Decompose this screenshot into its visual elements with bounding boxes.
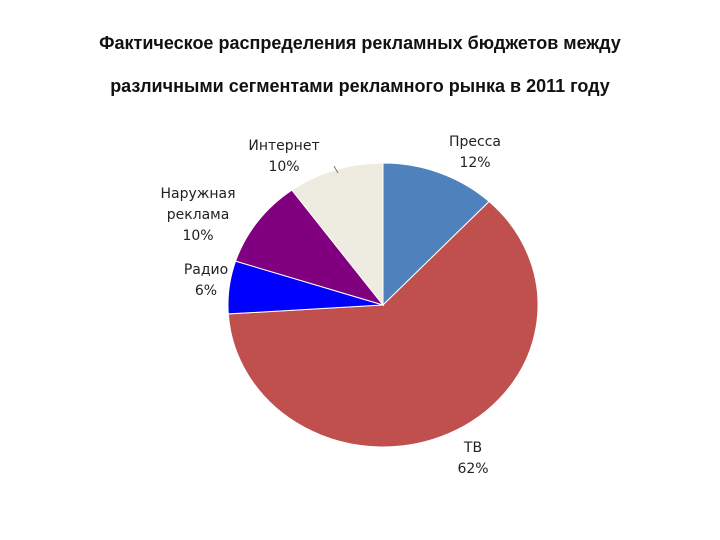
slice-label-name: реклама <box>167 207 230 223</box>
slice-label-value: 10% <box>182 228 213 244</box>
slice-label-2: Радио 6% <box>184 262 228 299</box>
leader-lines <box>333 165 339 174</box>
pie-slices <box>227 162 539 448</box>
pie-slice-1 <box>227 200 539 448</box>
pie-slice-4 <box>291 162 384 307</box>
pie-slice-0 <box>382 162 490 307</box>
slice-label-value: 10% <box>268 159 299 175</box>
slice-label-value: 62% <box>457 461 488 477</box>
slice-label-value: 12% <box>459 155 490 171</box>
slice-label-1: ТВ 62% <box>457 440 488 477</box>
slice-labels: Пресса 12%ТВ 62%Радио 6%Наружная реклама 10%И… <box>160 134 501 477</box>
slice-label-name: Интернет <box>248 138 319 154</box>
slice-label-name: Радио <box>184 262 228 278</box>
slice-label-3: Наружная реклама 10% <box>160 186 235 244</box>
slice-label-name: Наружная <box>160 186 235 202</box>
slice-label-name: Пресса <box>449 134 501 150</box>
slice-label-name: ТВ <box>463 440 482 456</box>
chart-title-line-2: различными сегментами рекламного рынка в… <box>110 76 610 96</box>
slice-label-0: Пресса 12% <box>449 134 501 171</box>
slice-label-value: 6% <box>195 283 217 299</box>
pie-slice-3 <box>234 189 385 306</box>
leader-line-4 <box>333 165 339 174</box>
slice-label-4: Интернет 10% <box>248 138 319 175</box>
chart-title-line-1: Фактическое распределения рекламных бюдж… <box>99 33 621 53</box>
